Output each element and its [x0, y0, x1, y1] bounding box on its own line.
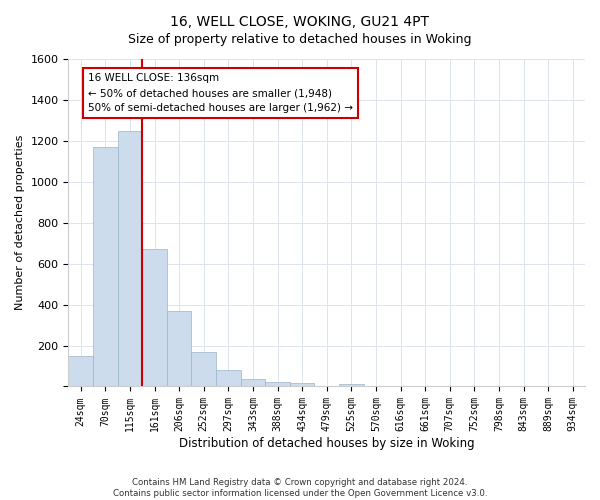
Bar — [142, 250, 167, 386]
Text: Size of property relative to detached houses in Woking: Size of property relative to detached ho… — [128, 32, 472, 46]
Bar — [93, 147, 118, 386]
Bar — [68, 356, 93, 386]
Bar — [191, 352, 216, 386]
Text: 16 WELL CLOSE: 136sqm
← 50% of detached houses are smaller (1,948)
50% of semi-d: 16 WELL CLOSE: 136sqm ← 50% of detached … — [88, 74, 353, 113]
Bar — [290, 383, 314, 386]
Y-axis label: Number of detached properties: Number of detached properties — [15, 135, 25, 310]
X-axis label: Distribution of detached houses by size in Woking: Distribution of detached houses by size … — [179, 437, 475, 450]
Bar — [241, 380, 265, 386]
Bar — [265, 382, 290, 386]
Bar — [118, 130, 142, 386]
Bar — [167, 310, 191, 386]
Bar — [216, 370, 241, 386]
Text: Contains HM Land Registry data © Crown copyright and database right 2024.
Contai: Contains HM Land Registry data © Crown c… — [113, 478, 487, 498]
Bar — [339, 384, 364, 386]
Text: 16, WELL CLOSE, WOKING, GU21 4PT: 16, WELL CLOSE, WOKING, GU21 4PT — [170, 15, 430, 29]
